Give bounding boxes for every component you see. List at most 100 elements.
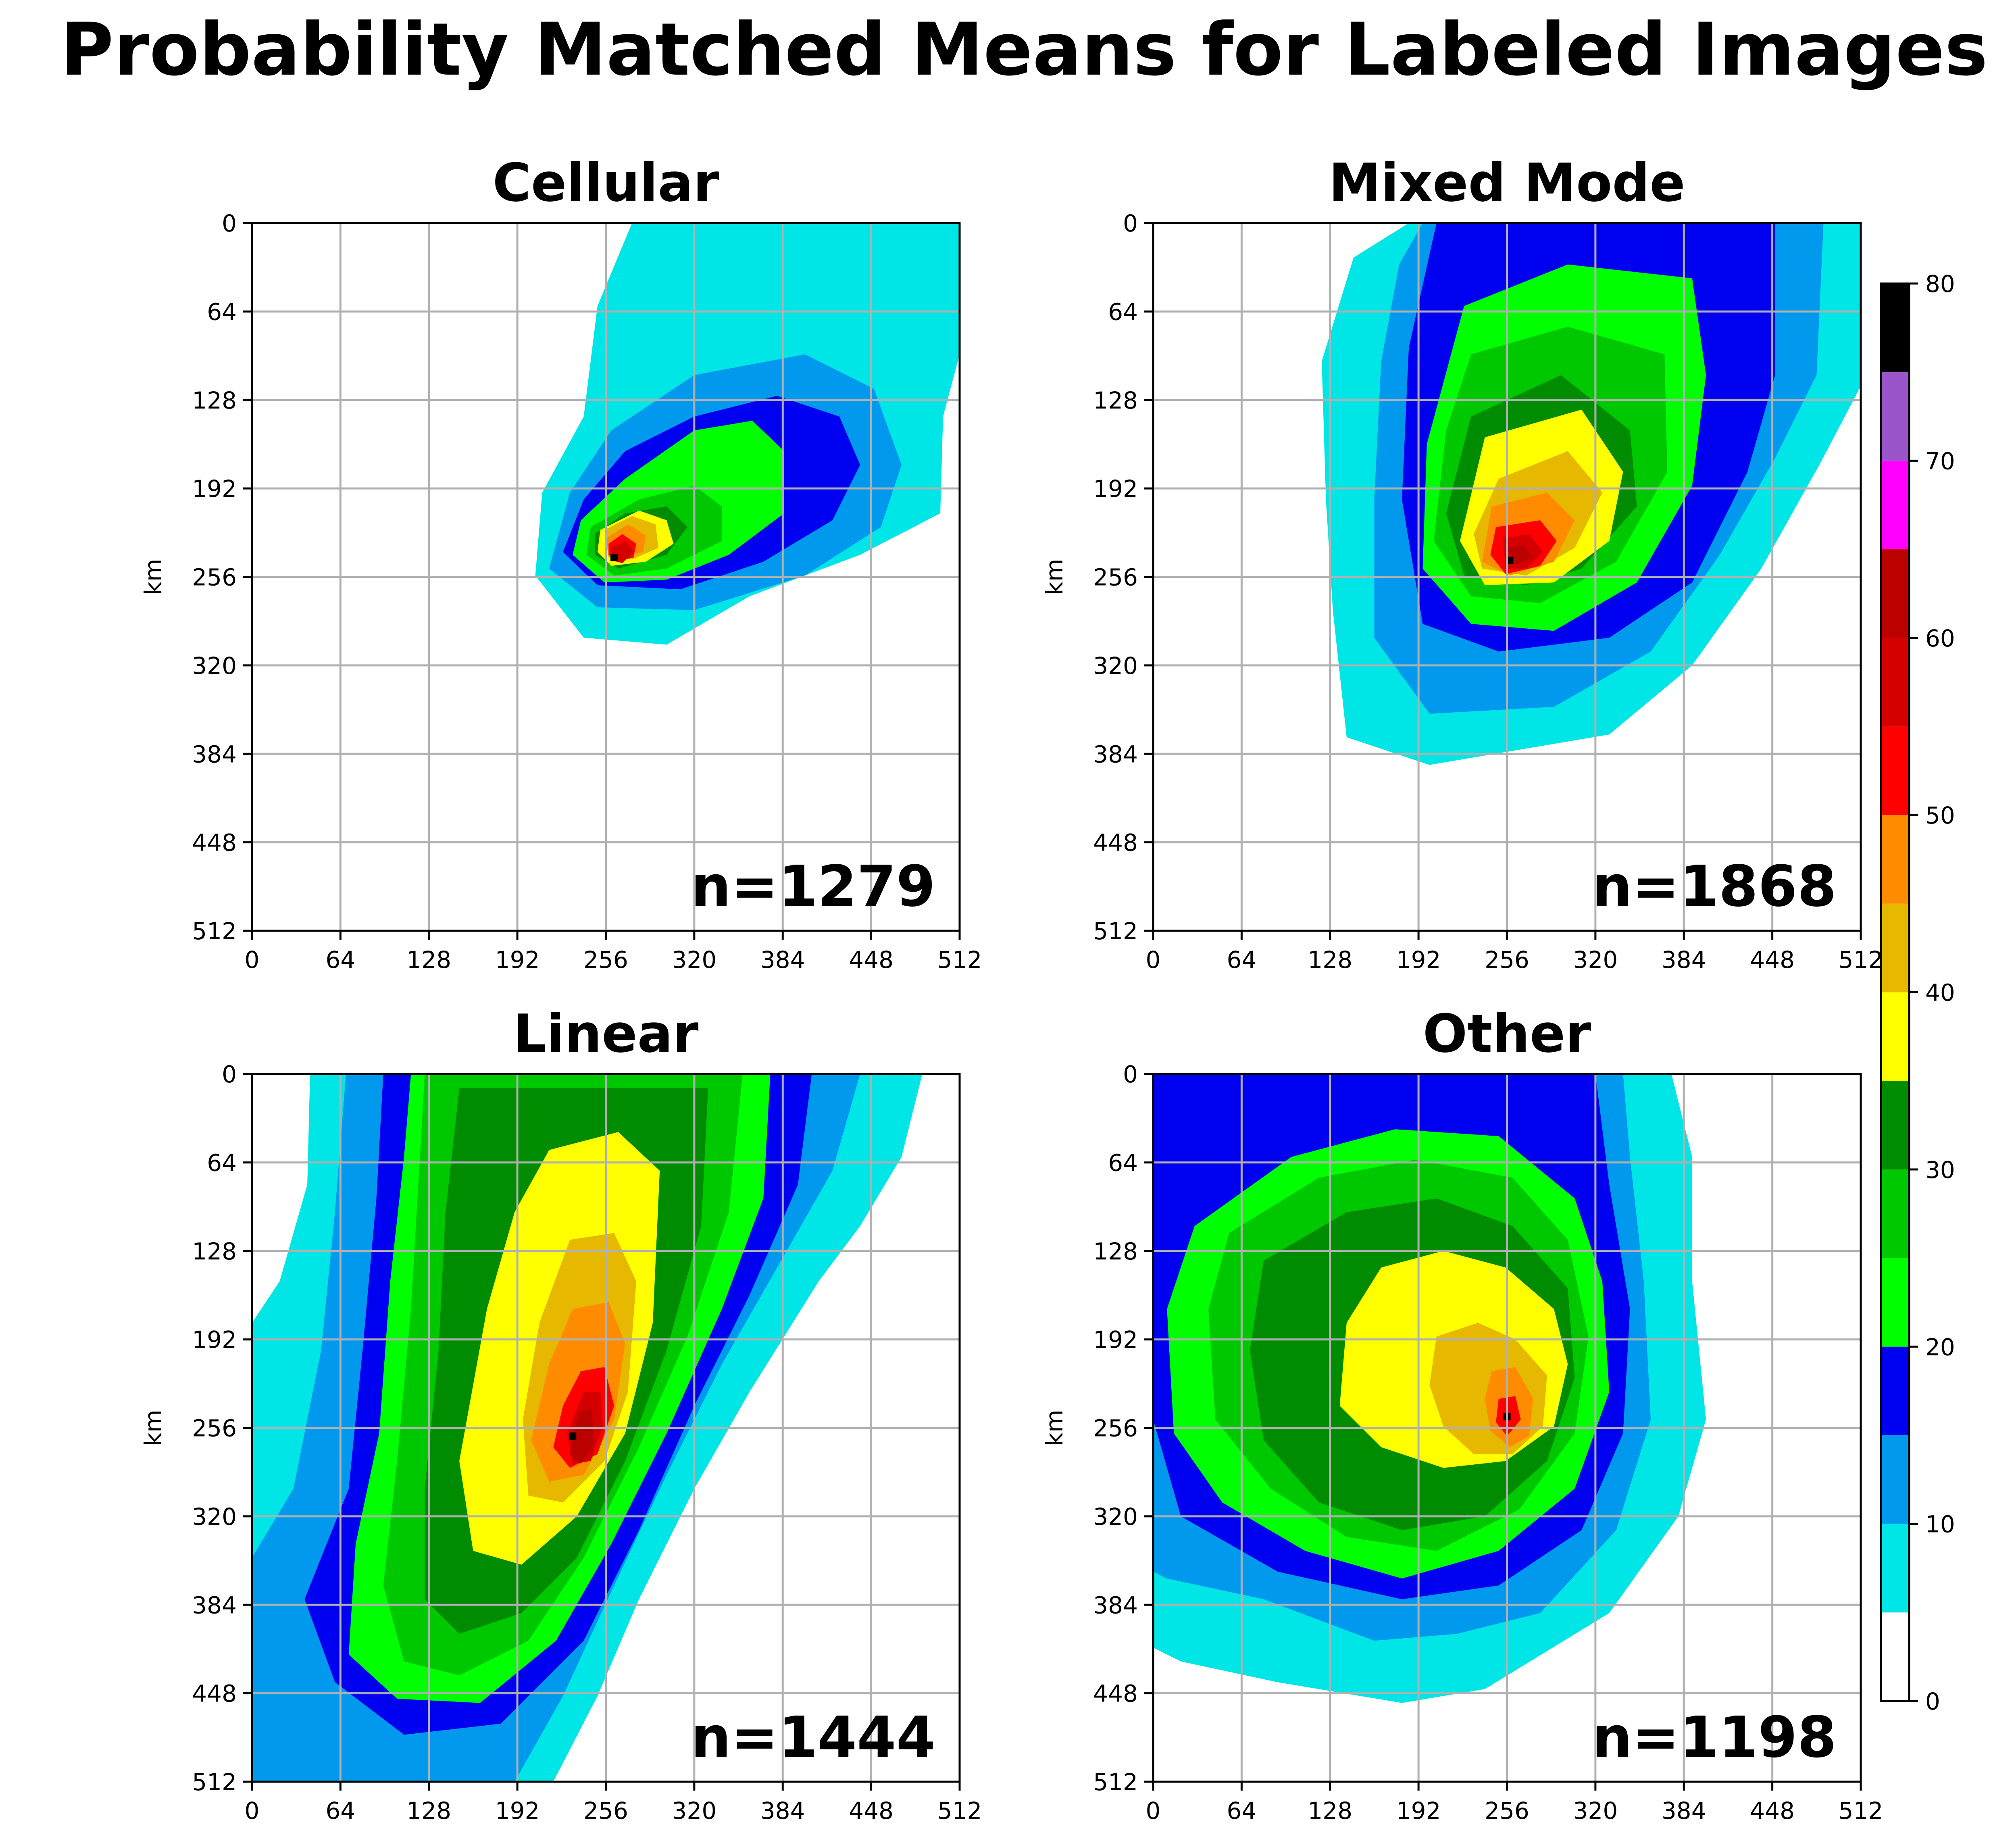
y-tick-label: 192 bbox=[192, 475, 237, 502]
colorbar-tick-label: 40 bbox=[1925, 979, 1955, 1007]
colorbar-segment bbox=[1881, 549, 1909, 638]
colorbar-tick-label: 20 bbox=[1925, 1333, 1955, 1361]
panel-mixed-mode: 0 64 128 192 256 320 384 448 512 0 64 128 192 256 320 3… bbox=[1041, 152, 1883, 974]
x-tick-label: 0 bbox=[1146, 946, 1161, 974]
y-axis-label: km bbox=[1041, 1409, 1068, 1446]
y-tick-label: 448 bbox=[192, 1680, 237, 1708]
x-tick-label: 320 bbox=[672, 946, 717, 974]
y-tick-label: 0 bbox=[1123, 210, 1138, 237]
colorbar-tick-label: 70 bbox=[1925, 447, 1955, 475]
y-axis-label: km bbox=[140, 559, 167, 595]
y-tick-label: 448 bbox=[192, 829, 237, 857]
y-tick-label: 64 bbox=[1108, 1149, 1138, 1176]
colorbar-segment bbox=[1881, 903, 1909, 992]
x-tick-label: 320 bbox=[1573, 1797, 1618, 1824]
x-tick-label: 128 bbox=[406, 946, 451, 974]
sample-count: n=1868 bbox=[1592, 854, 1837, 919]
x-tick-label: 192 bbox=[1396, 946, 1441, 974]
x-tick-label: 64 bbox=[325, 1797, 355, 1824]
x-tick-label: 512 bbox=[937, 1797, 982, 1824]
x-tick-label: 64 bbox=[1227, 1797, 1256, 1824]
sample-count: n=1444 bbox=[691, 1705, 935, 1770]
y-tick-label: 320 bbox=[1093, 1503, 1138, 1530]
x-tick-label: 320 bbox=[672, 1797, 717, 1824]
y-tick-label: 320 bbox=[1093, 652, 1138, 680]
colorbar-segment bbox=[1881, 461, 1909, 550]
y-tick-label: 512 bbox=[1093, 917, 1138, 945]
peak-marker bbox=[610, 554, 618, 561]
grid bbox=[1152, 1073, 1862, 1783]
y-tick-label: 0 bbox=[222, 210, 237, 237]
x-tick-label: 128 bbox=[1308, 946, 1352, 974]
panel-title: Cellular bbox=[493, 152, 719, 213]
colorbar-segment bbox=[1881, 992, 1909, 1081]
colorbar-segment bbox=[1881, 372, 1909, 461]
x-tick-label: 256 bbox=[1485, 1797, 1529, 1824]
y-tick-label: 128 bbox=[192, 387, 237, 414]
x-tick-label: 384 bbox=[1662, 946, 1706, 974]
x-tick-label: 192 bbox=[1396, 1797, 1441, 1824]
colorbar-segment bbox=[1881, 815, 1909, 904]
y-tick-label: 384 bbox=[1093, 740, 1138, 768]
y-tick-label: 128 bbox=[1093, 1238, 1138, 1265]
colorbar-segment bbox=[1881, 1258, 1909, 1347]
panel-other: 0 64 128 192 256 320 384 448 512 0 64 128 192 256 320 3… bbox=[1041, 1003, 1883, 1824]
x-tick-label: 512 bbox=[937, 946, 982, 974]
panel-cellular: 0 64 128 192 256 320 384 448 512 0 64 128 192 256 320 3… bbox=[140, 152, 982, 974]
x-tick-label: 192 bbox=[495, 946, 540, 974]
x-tick-label: 0 bbox=[1146, 1797, 1161, 1824]
y-tick-label: 448 bbox=[1093, 829, 1138, 857]
contour-band-60 bbox=[570, 1408, 594, 1464]
panel-linear: 0 64 128 192 256 320 384 448 512 0 64 128 192 256 320 3… bbox=[140, 1003, 982, 1824]
x-tick-label: 384 bbox=[760, 1797, 805, 1824]
y-tick-label: 448 bbox=[1093, 1680, 1138, 1708]
panels: 0 64 128 192 256 320 384 448 512 0 64 128 192 256 320 3… bbox=[140, 152, 1883, 1824]
x-tick-label: 64 bbox=[325, 946, 355, 974]
colorbar-segment bbox=[1881, 1612, 1909, 1701]
y-tick-label: 384 bbox=[192, 740, 237, 768]
y-tick-label: 0 bbox=[222, 1061, 237, 1088]
colorbar: 0 10 20 30 40 50 60 70 80 bbox=[1880, 270, 1955, 1715]
reflectivity-field bbox=[535, 223, 960, 645]
y-tick-label: 192 bbox=[1093, 1326, 1138, 1353]
panel-title: Other bbox=[1423, 1003, 1591, 1064]
colorbar-segment bbox=[1881, 726, 1909, 815]
y-tick-label: 384 bbox=[1093, 1591, 1138, 1619]
y-tick-label: 256 bbox=[192, 1415, 237, 1442]
colorbar-tick-label: 0 bbox=[1925, 1688, 1940, 1715]
x-tick-label: 0 bbox=[245, 1797, 260, 1824]
x-tick-label: 128 bbox=[1308, 1797, 1352, 1824]
y-tick-label: 256 bbox=[192, 564, 237, 591]
colorbar-segment bbox=[1881, 284, 1909, 372]
colorbar-segment bbox=[1881, 1524, 1909, 1613]
y-tick-label: 256 bbox=[1093, 564, 1138, 591]
x-tick-label: 384 bbox=[1662, 1797, 1706, 1824]
x-tick-label: 512 bbox=[1839, 946, 1883, 974]
y-tick-label: 128 bbox=[1093, 387, 1138, 414]
x-tick-label: 192 bbox=[495, 1797, 540, 1824]
y-tick-label: 192 bbox=[192, 1326, 237, 1353]
reflectivity-field bbox=[1322, 223, 1861, 765]
colorbar-segment bbox=[1881, 1435, 1909, 1524]
colorbar-tick-label: 80 bbox=[1925, 270, 1955, 298]
x-tick-label: 128 bbox=[406, 1797, 451, 1824]
y-tick-label: 192 bbox=[1093, 475, 1138, 502]
y-tick-label: 512 bbox=[192, 1768, 237, 1796]
x-tick-label: 320 bbox=[1573, 946, 1618, 974]
y-axis-label: km bbox=[140, 1409, 167, 1446]
colorbar-tick-label: 50 bbox=[1925, 802, 1955, 829]
x-tick-label: 256 bbox=[1485, 946, 1529, 974]
x-tick-label: 0 bbox=[245, 946, 260, 974]
x-tick-label: 256 bbox=[583, 1797, 628, 1824]
x-tick-label: 512 bbox=[1839, 1797, 1883, 1824]
x-tick-label: 256 bbox=[583, 946, 628, 974]
x-tick-label: 448 bbox=[849, 946, 893, 974]
panel-title: Linear bbox=[513, 1003, 699, 1064]
y-tick-label: 320 bbox=[192, 652, 237, 680]
colorbar-tick-label: 60 bbox=[1925, 625, 1955, 652]
colorbar-segment bbox=[1881, 1169, 1909, 1258]
x-tick-label: 448 bbox=[1750, 1797, 1795, 1824]
colorbar-tick-label: 30 bbox=[1925, 1156, 1955, 1184]
y-tick-label: 320 bbox=[192, 1503, 237, 1530]
reflectivity-field bbox=[1153, 1074, 1706, 1703]
